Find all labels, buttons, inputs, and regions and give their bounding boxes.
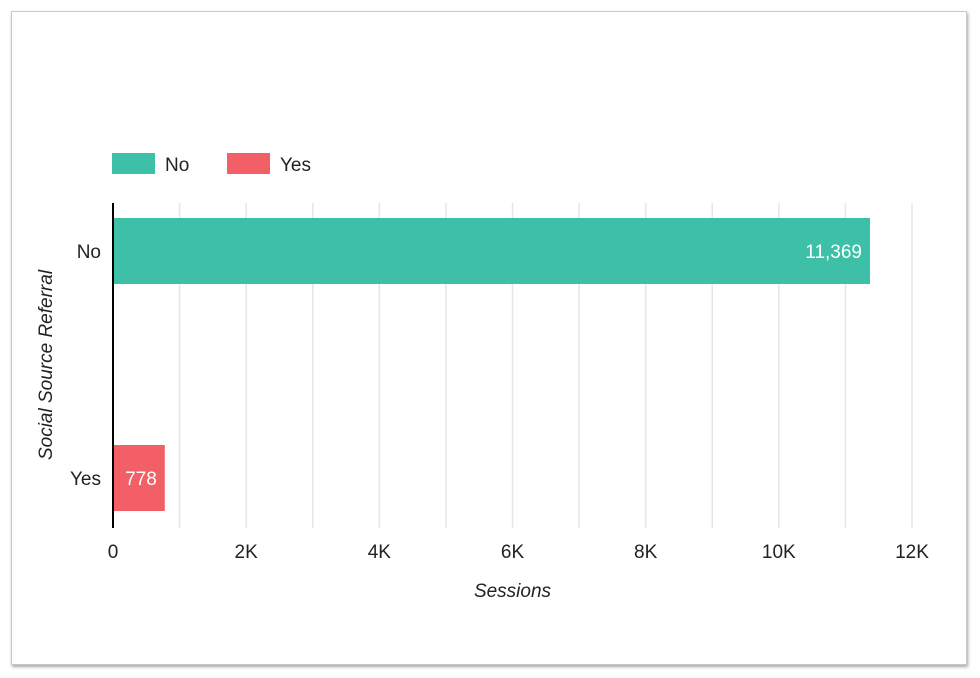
legend-label: Yes [280,155,311,176]
chart-card [11,11,967,665]
data-label: 11,369 [805,242,862,263]
x-tick-label: 2K [235,542,259,563]
y-tick-label: Yes [70,469,101,490]
y-axis-ticks: No Yes [70,242,101,490]
x-tick-label: 6K [501,542,525,563]
bar-no [113,218,870,284]
y-tick-label: No [77,242,101,263]
legend-swatch [112,153,155,174]
data-label: 778 [125,469,157,490]
x-axis-ticks: 0 2K 4K 6K 8K 10K 12K [108,542,930,563]
x-tick-label: 0 [108,542,119,563]
legend-label: No [165,155,189,176]
x-axis-title: Sessions [474,581,552,602]
legend-swatch [227,153,270,174]
legend: No Yes [112,153,311,176]
x-tick-label: 8K [634,542,658,563]
bars: 11,369 778 [113,218,870,511]
x-tick-label: 12K [895,542,929,563]
bar-yes [113,445,165,511]
x-tick-label: 10K [762,542,796,563]
x-tick-label: 4K [368,542,392,563]
y-axis-title: Social Source Referral [36,269,57,460]
